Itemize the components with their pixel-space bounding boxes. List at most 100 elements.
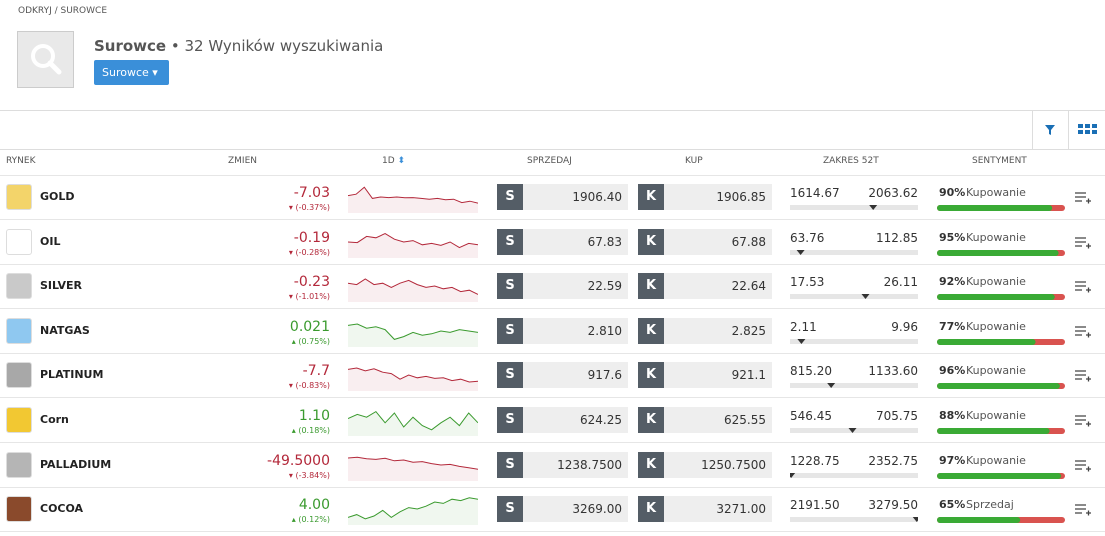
- row-menu[interactable]: [1075, 236, 1091, 250]
- buy-price[interactable]: 1906.85: [664, 184, 772, 210]
- buy-button[interactable]: K: [638, 362, 664, 389]
- sentiment-label: Sprzedaj: [966, 498, 1014, 512]
- column-header[interactable]: ZMIEN: [228, 156, 258, 166]
- buy-price[interactable]: 2.825: [664, 317, 772, 344]
- sentiment-bar: [937, 205, 1065, 211]
- market-name[interactable]: COCOA: [40, 502, 84, 516]
- row-menu-icon: [1075, 504, 1091, 516]
- market-name[interactable]: GOLD: [40, 190, 75, 203]
- buy-button[interactable]: K: [638, 184, 664, 210]
- sentiment-percent: 95%: [939, 230, 966, 244]
- buy-button[interactable]: K: [638, 273, 664, 300]
- market-row[interactable]: COCOA 4.00 ▴ (0.12%) S 3269.00 K 3271.00 2191.5…: [0, 487, 1105, 533]
- column-header[interactable]: KUP: [685, 156, 703, 166]
- column-header[interactable]: RYNEK: [6, 156, 36, 166]
- market-name[interactable]: PALLADIUM: [40, 457, 112, 471]
- change-percent: ▾ (-0.83%): [288, 381, 330, 391]
- buy-button[interactable]: K: [638, 496, 664, 523]
- market-name[interactable]: OIL: [40, 234, 61, 248]
- range-marker: [796, 249, 805, 255]
- market-row[interactable]: SILVER -0.23 ▾ (-1.01%) S 22.59 K 22.64 17.53 26…: [0, 264, 1105, 310]
- filter-button[interactable]: [1043, 123, 1057, 137]
- buy-price[interactable]: 67.88: [664, 228, 772, 255]
- sell-button[interactable]: S: [497, 184, 523, 210]
- sell-price[interactable]: 1238.7500: [523, 451, 628, 478]
- sell-price[interactable]: 22.59: [523, 273, 628, 300]
- range-low: 546.45: [790, 409, 832, 423]
- sparkline-line: [348, 323, 478, 340]
- sentiment-buy: [937, 205, 1053, 211]
- range-marker: [912, 517, 918, 523]
- buy-button[interactable]: K: [638, 451, 664, 478]
- sell-button[interactable]: S: [497, 317, 523, 344]
- sentiment-bar: [937, 294, 1065, 301]
- range-track: [790, 249, 918, 255]
- change-percent-text: (-0.83%): [295, 381, 330, 391]
- sparkline-line: [348, 186, 478, 204]
- market-name[interactable]: Corn: [40, 413, 69, 426]
- sell-button[interactable]: S: [497, 451, 523, 478]
- sell-price[interactable]: 624.25: [523, 407, 628, 433]
- category-button[interactable]: Surowce ▾: [94, 60, 169, 85]
- buy-price[interactable]: 625.55: [664, 407, 772, 433]
- market-row[interactable]: NATGAS 0.021 ▴ (0.75%) S 2.810 K 2.825 2.11 9.96…: [0, 309, 1105, 354]
- sell-button[interactable]: S: [497, 496, 523, 523]
- range-high: 705.75: [876, 409, 918, 423]
- row-menu[interactable]: [1075, 503, 1091, 517]
- market-row[interactable]: OIL -0.19 ▾ (-0.28%) S 67.83 K 67.88 63.76 112.8…: [0, 220, 1105, 265]
- market-name[interactable]: PLATINUM: [40, 368, 104, 382]
- change-percent-text: (-1.01%): [295, 292, 330, 302]
- grid-view-button[interactable]: [1078, 124, 1098, 136]
- column-header[interactable]: SPRZEDAJ: [527, 156, 572, 166]
- sell-price[interactable]: 2.810: [523, 317, 628, 344]
- row-menu[interactable]: [1075, 414, 1091, 428]
- sell-price[interactable]: 917.6: [523, 362, 628, 389]
- sell-price[interactable]: 3269.00: [523, 496, 628, 523]
- sparkline-line: [348, 278, 478, 296]
- sell-price[interactable]: 67.83: [523, 228, 628, 255]
- market-row[interactable]: Corn 1.10 ▴ (0.18%) S 624.25 K 625.55 546.45 705…: [0, 398, 1105, 443]
- column-header[interactable]: 1D ⬍: [382, 156, 406, 166]
- buy-price[interactable]: 1250.7500: [664, 451, 772, 478]
- buy-button[interactable]: K: [638, 407, 664, 433]
- sell-button[interactable]: S: [497, 407, 523, 433]
- range-track: [790, 294, 918, 300]
- sparkline: [348, 497, 478, 526]
- buy-price[interactable]: 3271.00: [664, 496, 772, 523]
- column-header[interactable]: ZAKRES 52T: [823, 156, 879, 166]
- column-header[interactable]: SENTYMENT: [972, 156, 1027, 166]
- toolbar: [0, 110, 1105, 150]
- market-name[interactable]: SILVER: [40, 279, 83, 293]
- buy-button[interactable]: K: [638, 317, 664, 344]
- column-header-row: [0, 148, 1105, 176]
- row-menu[interactable]: [1075, 191, 1091, 205]
- market-row[interactable]: PLATINUM -7.7 ▾ (-0.83%) S 917.6 K 921.1 815.20…: [0, 353, 1105, 399]
- range-track: [790, 338, 918, 344]
- range-high: 1133.60: [868, 364, 918, 379]
- row-menu[interactable]: [1075, 325, 1091, 339]
- row-menu[interactable]: [1075, 280, 1091, 294]
- sentiment-label: Kupowanie: [966, 453, 1026, 467]
- buy-price[interactable]: 921.1: [664, 362, 772, 389]
- range-marker: [797, 338, 806, 344]
- sell-button[interactable]: S: [497, 273, 523, 300]
- row-menu[interactable]: [1075, 459, 1091, 473]
- sentiment-percent: 92%: [939, 275, 966, 289]
- range-marker: [790, 472, 796, 478]
- market-row[interactable]: PALLADIUM -49.5000 ▾ (-3.84%) S 1238.7500 K 12…: [0, 443, 1105, 488]
- market-row[interactable]: GOLD -7.03 ▾ (-0.37%) S 1906.40 K 1906.85 1614.…: [0, 175, 1105, 220]
- change-value: -0.19: [293, 229, 330, 246]
- sell-button[interactable]: S: [497, 362, 523, 389]
- range-high: 112.85: [876, 230, 918, 245]
- market-name[interactable]: NATGAS: [40, 323, 90, 337]
- row-menu[interactable]: [1075, 369, 1091, 383]
- buy-price[interactable]: 22.64: [664, 273, 772, 300]
- change-value: -7.03: [293, 185, 330, 201]
- sentiment-label: Kupowanie: [966, 230, 1026, 244]
- sell-price[interactable]: 1906.40: [523, 184, 628, 210]
- row-menu-icon: [1075, 326, 1091, 338]
- sell-button[interactable]: S: [497, 228, 523, 255]
- buy-button[interactable]: K: [638, 228, 664, 255]
- breadcrumb[interactable]: ODKRYJ / SUROWCE: [18, 6, 108, 16]
- sparkline: [348, 232, 478, 258]
